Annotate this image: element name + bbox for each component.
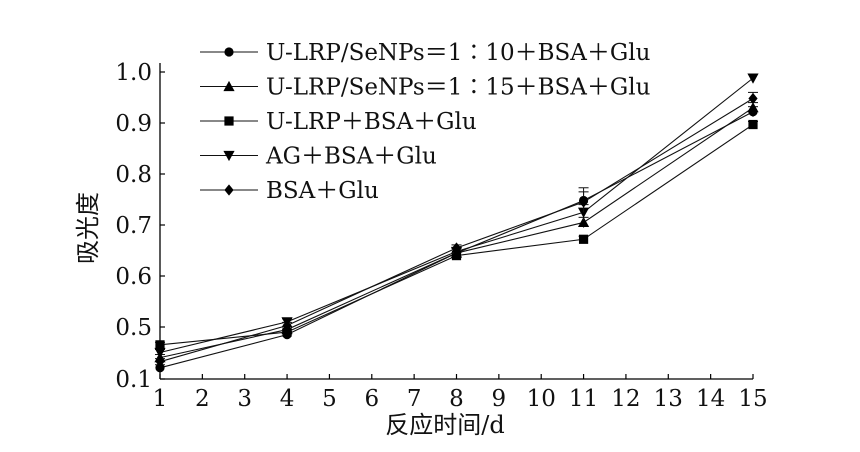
data-point-marker bbox=[577, 216, 590, 228]
series-line bbox=[159, 124, 754, 346]
x-tick-label: 3 bbox=[237, 386, 252, 412]
y-tick-label: 0.1 bbox=[115, 367, 152, 393]
data-point-marker bbox=[748, 119, 758, 130]
x-tick-label: 5 bbox=[322, 386, 337, 412]
series-layer bbox=[154, 73, 759, 373]
legend-item: U-LRP＋BSA＋Glu bbox=[200, 109, 477, 135]
y-axis-ticks: 0.1 0.5 0.6 0.7 0.8 0.9 1.0 bbox=[115, 60, 165, 393]
data-point-marker bbox=[155, 363, 165, 373]
legend-label: BSA＋Glu bbox=[266, 178, 379, 204]
data-point-marker bbox=[155, 340, 165, 350]
series-line bbox=[159, 111, 754, 369]
data-point-marker bbox=[577, 207, 590, 218]
data-point-marker bbox=[155, 356, 165, 368]
y-tick-label: 1.0 bbox=[115, 60, 152, 86]
data-point-marker bbox=[282, 327, 292, 337]
x-tick-label: 4 bbox=[280, 386, 295, 412]
y-tick-label: 0.5 bbox=[115, 315, 152, 341]
data-point-marker bbox=[578, 196, 589, 208]
y-tick-label: 0.6 bbox=[115, 264, 152, 290]
data-point-marker bbox=[154, 347, 166, 359]
data-point-marker bbox=[282, 319, 292, 332]
legend-marker bbox=[224, 116, 234, 126]
data-point-marker bbox=[578, 234, 589, 244]
series-3 bbox=[155, 119, 758, 350]
series-2 bbox=[154, 102, 759, 363]
legend-label: U-LRP/SeNPs＝1∶15＋BSA＋Glu bbox=[266, 75, 650, 101]
x-tick-label: 9 bbox=[492, 386, 507, 412]
x-tick-label: 8 bbox=[449, 386, 464, 412]
data-point-marker bbox=[747, 73, 759, 84]
series-line bbox=[159, 98, 754, 363]
x-tick-label: 7 bbox=[407, 386, 422, 412]
y-axis-title: 吸光度 bbox=[74, 192, 102, 264]
x-tick-label: 2 bbox=[195, 386, 210, 412]
legend-marker bbox=[224, 184, 234, 196]
x-tick-label: 10 bbox=[527, 386, 556, 412]
series-1 bbox=[155, 106, 758, 373]
legend-label: U-LRP/SeNPs＝1∶10＋BSA＋Glu bbox=[266, 40, 650, 66]
x-tick-label: 15 bbox=[738, 386, 767, 412]
legend-item: U-LRP/SeNPs＝1∶15＋BSA＋Glu bbox=[200, 75, 650, 101]
legend-item: AG＋BSA＋Glu bbox=[200, 144, 437, 170]
legend-label: AG＋BSA＋Glu bbox=[265, 144, 437, 170]
x-tick-label: 6 bbox=[364, 386, 379, 412]
y-tick-label: 0.7 bbox=[115, 213, 152, 239]
legend-item: BSA＋Glu bbox=[200, 178, 379, 204]
legend-marker bbox=[223, 80, 235, 92]
x-tick-label: 14 bbox=[696, 386, 725, 412]
legend-marker bbox=[223, 150, 235, 162]
x-tick-label: 12 bbox=[611, 386, 640, 412]
legend-item: U-LRP/SeNPs＝1∶10＋BSA＋Glu bbox=[200, 40, 650, 66]
series-5 bbox=[155, 91, 758, 368]
data-point-marker bbox=[451, 242, 462, 254]
data-point-marker bbox=[747, 102, 759, 113]
legend-marker bbox=[224, 47, 234, 57]
y-tick-label: 0.8 bbox=[115, 162, 152, 188]
legend-label: U-LRP＋BSA＋Glu bbox=[266, 109, 477, 135]
x-axis-ticks: 1 2 3 4 5 6 7 8 9 10 11 12 13 14 15 bbox=[153, 374, 768, 412]
y-tick-label: 0.9 bbox=[115, 111, 152, 137]
x-tick-label: 13 bbox=[654, 386, 683, 412]
x-axis-title: 反应时间/d bbox=[385, 411, 504, 439]
series-line bbox=[159, 107, 754, 359]
legend: U-LRP/SeNPs＝1∶10＋BSA＋Glu U-LRP/SeNPs＝1∶15… bbox=[200, 40, 650, 204]
data-point-marker bbox=[748, 92, 758, 105]
x-tick-label: 1 bbox=[153, 386, 168, 412]
x-tick-label: 11 bbox=[569, 386, 598, 412]
